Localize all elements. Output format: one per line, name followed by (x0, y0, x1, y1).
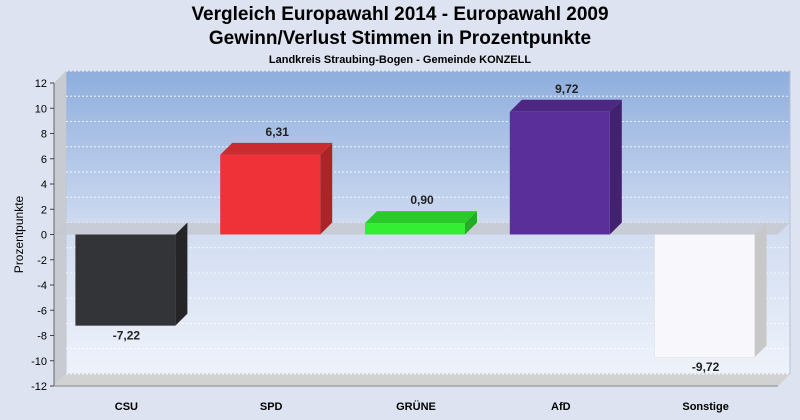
y-tick-label: 12 (35, 78, 47, 90)
y-tick-label: -4 (37, 280, 47, 292)
y-tick-label: -12 (31, 381, 47, 393)
y-tick-label: 0 (41, 230, 47, 242)
x-tick-label: CSU (115, 401, 138, 413)
y-tick-label: 4 (41, 179, 47, 191)
bar-side (609, 99, 622, 235)
bar-top (365, 211, 477, 224)
y-tick-label: 10 (35, 103, 47, 115)
y-tick-label: -8 (37, 331, 47, 343)
data-label: -7,22 (113, 329, 141, 343)
y-tick-label: -10 (31, 356, 47, 368)
chart-title: Vergleich Europawahl 2014 - Europawahl 2… (191, 4, 609, 25)
chart-subtitle: Gewinn/Verlust Stimmen in Prozentpunkte (208, 28, 592, 49)
y-tick-label: 8 (41, 129, 47, 141)
plot-floor (54, 374, 790, 386)
data-label: 6,31 (266, 125, 290, 139)
bar-side (175, 222, 188, 326)
bar-top (509, 99, 622, 112)
bar (365, 223, 465, 235)
bar-side (320, 142, 333, 235)
bar-side (465, 211, 477, 235)
x-tick-label: GRÜNE (396, 400, 436, 413)
chart-caption: Landkreis Straubing-Bogen - Gemeinde KON… (268, 54, 532, 66)
y-tick-label: -2 (37, 255, 47, 267)
x-tick-label: SPD (260, 401, 283, 413)
bar-side (754, 222, 767, 358)
y-tick-label: -6 (37, 305, 47, 317)
y-axis-label: Prozentpunkte (12, 195, 26, 273)
y-tick-label: 2 (41, 204, 47, 216)
x-tick-label: AfD (551, 401, 571, 413)
bar (509, 111, 610, 235)
x-tick-label: Sonstige (682, 401, 728, 413)
y-tick-label: 6 (41, 154, 47, 166)
bar (220, 154, 321, 235)
data-label: 9,72 (555, 82, 579, 96)
bar-top (220, 142, 333, 155)
bar (654, 234, 755, 358)
data-label: -9,72 (692, 360, 720, 374)
data-label: 0,90 (410, 193, 434, 207)
bar (75, 234, 176, 326)
